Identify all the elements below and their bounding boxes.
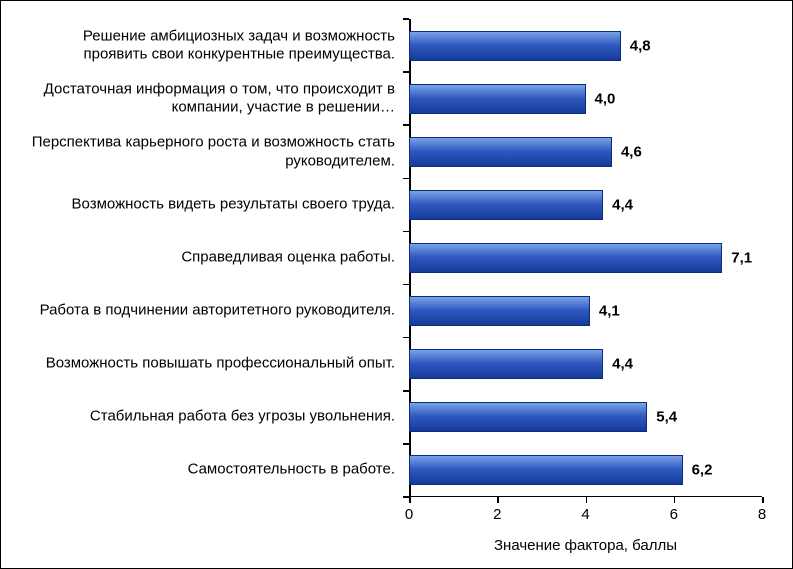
x-tick [674,497,676,503]
bar: 4,4 [409,190,603,220]
bar: 4,8 [409,31,621,61]
bar-value-label: 6,2 [692,462,713,479]
y-category-label: Возможность видеть результаты своего тру… [15,196,395,215]
bar-value-label: 5,4 [656,409,677,426]
x-tick-label: 0 [405,506,413,523]
y-tick [403,496,409,498]
y-tick [403,231,409,233]
x-tick-label: 6 [670,506,678,523]
bar: 7,1 [409,243,722,273]
y-tick [403,443,409,445]
bar-row: 4,0Достаточная информация о том, что про… [409,72,762,125]
y-category-label: Справедливая оценка работы. [15,249,395,268]
bar-row: 4,4Возможность повышать профессиональный… [409,338,762,391]
bar-value-label: 4,8 [630,37,651,54]
x-tick-label: 4 [581,506,589,523]
chart-container: 4,8 Решение амбициозных задач и возможнос… [0,0,793,569]
bar: 6,2 [409,455,683,485]
y-category-label: Стабильная работа без угрозы увольнения. [15,408,395,427]
bar: 5,4 [409,402,647,432]
bar-row: 5,4Стабильная работа без угрозы увольнен… [409,391,762,444]
y-category-label: Решение амбициозных задач и возможность … [15,27,395,65]
y-category-label: Возможность повышать профессиональный оп… [15,355,395,374]
bar: 4,6 [409,137,612,167]
bars-zone: 4,8Решение амбициозных задач и возможнос… [409,19,762,497]
y-category-label: Работа в подчинении авторитетного руково… [15,302,395,321]
bar-row: 6,2Самостоятельность в работе. [409,444,762,497]
x-tick [762,497,764,503]
bar-value-label: 4,6 [621,143,642,160]
bar-row: 4,8Решение амбициозных задач и возможнос… [409,19,762,72]
bar-row: 7,1Справедливая оценка работы. [409,231,762,284]
bar: 4,1 [409,296,590,326]
bar-value-label: 4,0 [595,90,616,107]
bar: 4,4 [409,349,603,379]
y-tick [403,178,409,180]
bar: 4,0 [409,84,586,114]
x-tick-label: 8 [758,506,766,523]
bar-value-label: 4,4 [612,196,633,213]
bar-row: 4,1Работа в подчинении авторитетного рук… [409,285,762,338]
y-tick [403,337,409,339]
x-tick [409,497,411,503]
bar-row: 4,4Возможность видеть результаты своего … [409,178,762,231]
y-tick [403,284,409,286]
y-tick [403,390,409,392]
x-axis-title: Значение фактора, баллы [409,537,762,554]
y-tick [403,71,409,73]
y-category-label: Достаточная информация о том, что происх… [15,80,395,118]
plot-area: 4,8Решение амбициозных задач и возможнос… [409,19,762,497]
y-tick [403,124,409,126]
y-tick [403,18,409,20]
bar-value-label: 7,1 [731,249,752,266]
bar-row: 4,6Перспектива карьерного роста и возмож… [409,125,762,178]
y-category-label: Самостоятельность в работе. [15,461,395,480]
bar-value-label: 4,4 [612,356,633,373]
x-tick-label: 2 [493,506,501,523]
x-tick [586,497,588,503]
y-category-label: Перспектива карьерного роста и возможнос… [15,133,395,171]
x-tick [497,497,499,503]
bar-value-label: 4,1 [599,303,620,320]
